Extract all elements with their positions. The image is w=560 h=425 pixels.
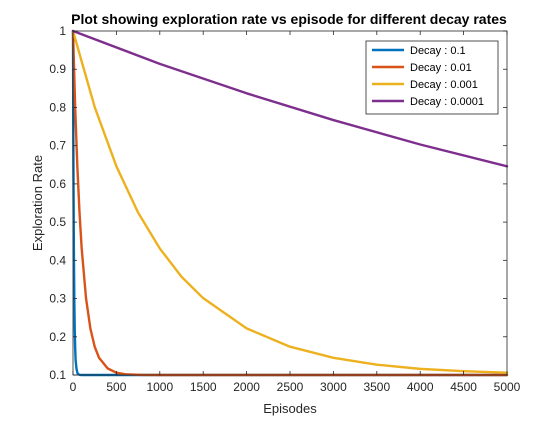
chart-title: Plot showing exploration rate vs episode… [71, 11, 507, 27]
x-axis-ticks: 0 500 1000 1500 2000 2500 3000 3500 4000 4500 5000 [70, 31, 521, 394]
y-axis-ticks: 0.1 0.2 0.3 0.4 0.5 0.6 0.7 0.8 0.9 1 [49, 24, 507, 382]
y-tick-label: 0.7 [49, 139, 66, 153]
y-tick-label: 0.8 [49, 100, 66, 114]
legend-label-1: Decay : 0.01 [410, 62, 472, 74]
y-tick-label: 0.1 [49, 368, 66, 382]
x-tick-label: 2000 [233, 380, 260, 394]
x-tick-label: 3500 [363, 380, 390, 394]
y-tick-label: 0.2 [49, 330, 66, 344]
y-tick-label: 1 [59, 24, 66, 38]
x-tick-label: 500 [106, 380, 126, 394]
x-tick-label: 2500 [277, 380, 304, 394]
y-tick-label: 0.9 [49, 62, 66, 76]
y-tick-label: 0.6 [49, 177, 66, 191]
x-axis-label: Episodes [263, 401, 317, 416]
y-axis-label: Exploration Rate [30, 155, 45, 251]
legend: Decay : 0.1 Decay : 0.01 Decay : 0.001 Deca… [365, 40, 499, 115]
series-line-3 [71, 29, 509, 168]
legend-label-0: Decay : 0.1 [410, 45, 466, 57]
legend-label-2: Decay : 0.001 [410, 79, 478, 91]
x-tick-label: 1000 [146, 380, 173, 394]
x-tick-label: 4000 [407, 380, 434, 394]
y-tick-label: 0.4 [49, 253, 66, 267]
legend-label-3: Decay : 0.0001 [410, 96, 484, 108]
x-tick-label: 3000 [320, 380, 347, 394]
x-tick-label: 1500 [190, 380, 217, 394]
x-tick-label: 4500 [450, 380, 477, 394]
x-tick-label: 0 [70, 380, 77, 394]
series-line-2 [71, 29, 509, 374]
y-tick-label: 0.3 [49, 292, 66, 306]
y-tick-label: 0.5 [49, 215, 66, 229]
x-tick-label: 5000 [494, 380, 521, 394]
